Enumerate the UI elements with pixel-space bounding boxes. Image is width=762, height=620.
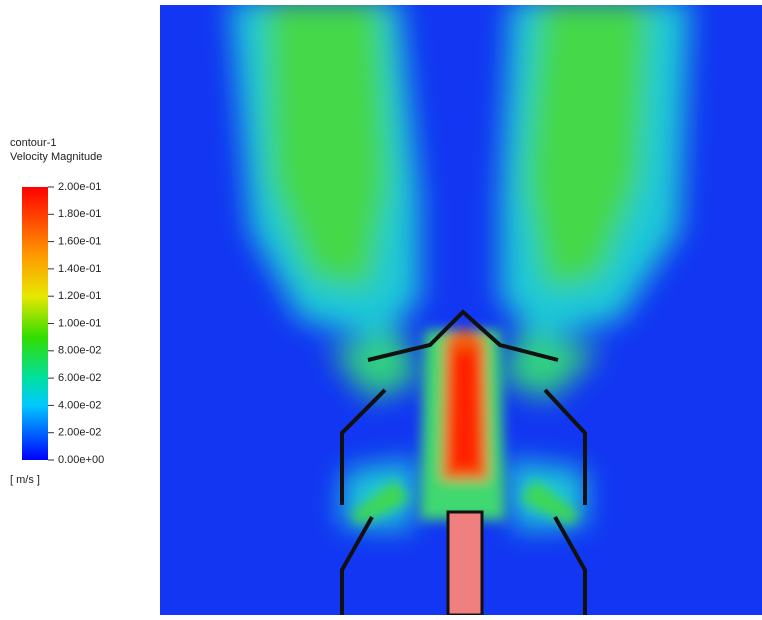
colorbar-tick-label: 4.00e-02 bbox=[58, 399, 101, 411]
colorbar-tick-label: 1.60e-01 bbox=[58, 236, 101, 248]
view: contour-1 Velocity Magnitude 2.00e-01 1.8… bbox=[0, 0, 762, 615]
colorbar-tick-label: 1.20e-01 bbox=[58, 290, 101, 302]
colorbar bbox=[22, 187, 48, 460]
contour-field bbox=[160, 0, 762, 615]
legend-unit: [ m/s ] bbox=[10, 474, 40, 486]
colorbar-tick-label: 1.80e-01 bbox=[58, 208, 101, 220]
inlet bbox=[448, 512, 482, 615]
colorbar-tick-label: 0.00e+00 bbox=[58, 454, 104, 466]
legend-subtitle: Velocity Magnitude bbox=[10, 151, 102, 163]
colorbar-tick-label: 6.00e-02 bbox=[58, 372, 101, 384]
colorbar-tick-label: 8.00e-02 bbox=[58, 345, 101, 357]
legend-title: contour-1 bbox=[10, 137, 56, 149]
colorbar-ticks: 2.00e-01 1.80e-01 1.60e-01 1.40e-01 1.20e-01… bbox=[48, 181, 104, 466]
colorbar-tick-label: 1.40e-01 bbox=[58, 263, 101, 275]
page: contour-1 Velocity Magnitude 2.00e-01 1.8… bbox=[0, 0, 762, 620]
colorbar-tick-label: 1.00e-01 bbox=[58, 317, 101, 329]
colorbar-tick-label: 2.00e-02 bbox=[58, 427, 101, 439]
colorbar-tick-label: 2.00e-01 bbox=[58, 181, 101, 193]
